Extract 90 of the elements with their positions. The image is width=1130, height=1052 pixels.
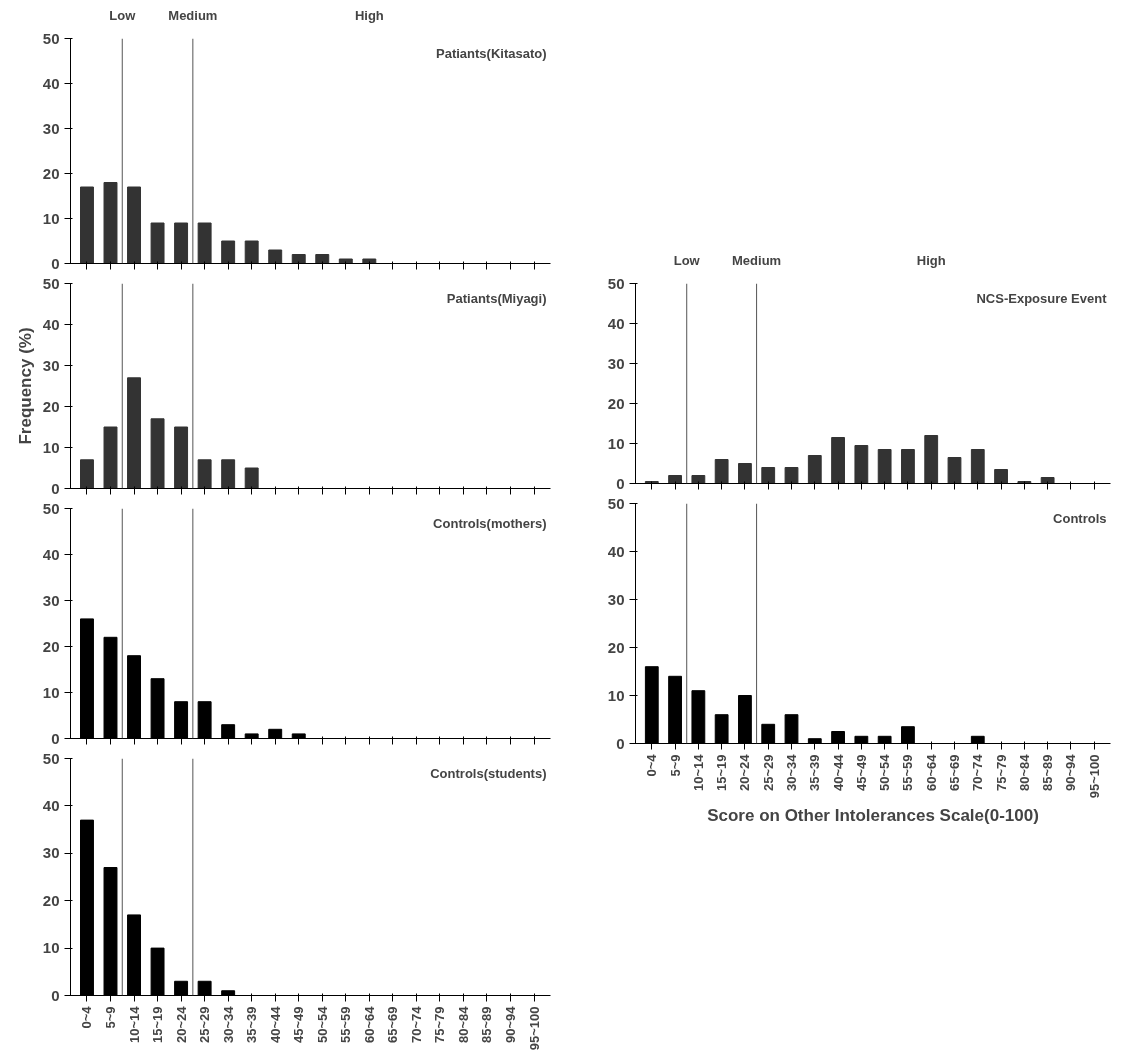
y-tick-label: 50 — [607, 274, 625, 292]
x-tick-label: 20~24 — [737, 753, 753, 792]
text: High — [916, 252, 946, 268]
x-tick-label: 65~69 — [947, 754, 962, 792]
y-tick-label: 20 — [607, 394, 625, 412]
y-tick-label: 10 — [607, 686, 625, 704]
y-tick-label: 0 — [51, 254, 60, 272]
x-tick-label: 45~49 — [853, 754, 869, 792]
y-tick-label: 30 — [42, 356, 60, 374]
y-tick-label: 30 — [607, 590, 625, 608]
y-tick-label: 40 — [42, 796, 60, 814]
y-tick-label: 50 — [42, 749, 60, 767]
y-tick-label: 0 — [51, 729, 60, 747]
y-tick-label: 10 — [42, 438, 60, 456]
text: Medium — [168, 7, 218, 23]
x-tick-label: 15~19 — [714, 754, 730, 792]
text: Medium — [732, 252, 782, 268]
y-tick-label: 20 — [42, 637, 60, 655]
x-tick-label: 10~14 — [690, 753, 706, 792]
y-tick-label: 0 — [51, 479, 60, 497]
x-tick-label: 20~24 — [173, 1005, 189, 1044]
x-tick-label: 40~44 — [267, 1005, 283, 1044]
y-tick-label: 0 — [616, 734, 625, 752]
x-tick-label: 75~79 — [993, 754, 1009, 792]
y-tick-label: 50 — [42, 499, 60, 517]
x-tick-label: 30~34 — [784, 753, 799, 792]
x-tick-label: 55~59 — [338, 1006, 354, 1044]
y-tick-label: 0 — [616, 474, 625, 492]
y-tick-label: 50 — [607, 494, 625, 512]
y-axis-title: Frequency (%) — [15, 327, 35, 445]
x-tick-label: 35~39 — [807, 754, 823, 792]
text: Patiants(Kitasato) — [435, 45, 547, 61]
text: Controls — [1053, 510, 1107, 526]
x-tick-label: 95~100 — [1086, 754, 1102, 799]
x-tick-label: 70~74 — [408, 1005, 424, 1044]
x-tick-label: 15~19 — [150, 1006, 166, 1044]
x-tick-label: 85~89 — [479, 1006, 495, 1044]
x-tick-label: 60~64 — [923, 753, 939, 792]
x-tick-label: 5~9 — [667, 754, 683, 777]
text: Patiants(Miyagi) — [446, 290, 547, 306]
y-tick-label: 50 — [42, 29, 60, 47]
text: Controls(students) — [430, 765, 547, 781]
y-tick-label: 20 — [42, 891, 60, 909]
x-tick-label: 45~49 — [291, 1006, 307, 1044]
y-tick-label: 40 — [42, 315, 60, 333]
x-tick-label: 95~100 — [526, 1006, 542, 1051]
x-tick-label: 55~59 — [900, 754, 916, 792]
x-tick-label: 0~4 — [644, 753, 660, 777]
x-tick-label: 80~84 — [1016, 753, 1032, 792]
y-tick-label: 10 — [42, 939, 60, 957]
x-tick-label: 50~54 — [314, 1005, 330, 1044]
y-tick-label: 20 — [42, 164, 60, 182]
y-tick-label: 30 — [42, 844, 60, 862]
x-tick-label: 35~39 — [244, 1006, 260, 1044]
x-tick-label: 90~94 — [503, 1005, 518, 1044]
x-tick-label: 5~9 — [103, 1006, 118, 1029]
y-tick-label: 40 — [42, 74, 60, 92]
x-axis-title: Score on Other Intolerances Scale(0-100) — [707, 806, 1039, 826]
text: High — [354, 7, 384, 23]
y-tick-label: 10 — [42, 683, 60, 701]
x-tick-label: 25~29 — [197, 1006, 213, 1044]
y-tick-label: 40 — [607, 314, 625, 332]
y-tick-label: 30 — [42, 591, 60, 609]
x-tick-label: 65~69 — [385, 1006, 401, 1044]
x-tick-label: 75~79 — [432, 1006, 448, 1044]
y-tick-label: 40 — [607, 542, 625, 560]
y-tick-label: 10 — [607, 434, 625, 452]
x-tick-label: 50~54 — [877, 753, 893, 792]
x-tick-label: 40~44 — [830, 753, 846, 792]
x-tick-label: 10~14 — [126, 1005, 142, 1044]
y-tick-label: 30 — [42, 119, 60, 137]
y-tick-label: 10 — [42, 209, 60, 227]
text: Low — [109, 7, 137, 23]
x-tick-label: 85~89 — [1040, 754, 1056, 792]
text: NCS-Exposure Event — [976, 290, 1108, 306]
y-tick-label: 20 — [42, 397, 60, 415]
y-tick-label: 0 — [51, 986, 60, 1004]
text: Low — [673, 252, 701, 268]
x-tick-label: 30~34 — [220, 1005, 236, 1044]
x-tick-label: 60~64 — [361, 1005, 377, 1044]
y-tick-label: 50 — [42, 274, 60, 292]
x-tick-label: 0~4 — [79, 1005, 95, 1029]
y-tick-label: 20 — [607, 638, 625, 656]
x-tick-label: 80~84 — [455, 1005, 471, 1044]
x-tick-label: 90~94 — [1063, 753, 1079, 792]
x-tick-label: 25~29 — [760, 754, 776, 792]
y-tick-label: 40 — [42, 545, 60, 563]
x-tick-label: 70~74 — [970, 753, 986, 792]
text: Controls(mothers) — [433, 515, 547, 531]
y-tick-label: 30 — [607, 354, 625, 372]
